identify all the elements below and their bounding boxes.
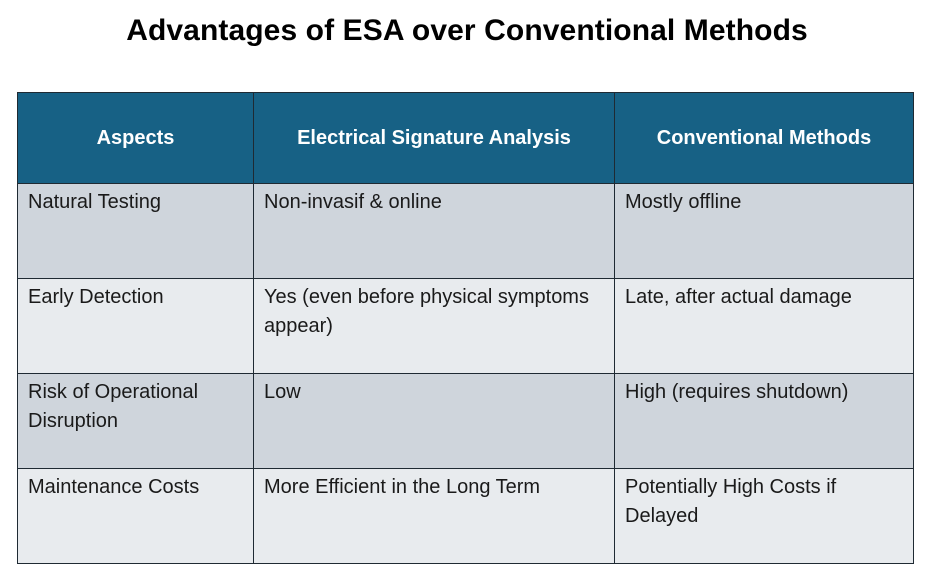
conventional-cell: Potentially High Costs if Delayed [614,468,914,564]
table-row: Risk of Operational Disruption Low High … [17,373,914,469]
table-row: Maintenance Costs More Efficient in the … [17,468,914,564]
header-conventional: Conventional Methods [614,92,914,184]
conventional-cell: High (requires shutdown) [614,373,914,469]
esa-cell: More Efficient in the Long Term [253,468,615,564]
aspect-cell: Risk of Operational Disruption [17,373,254,469]
esa-cell: Yes (even before physical symptoms appea… [253,278,615,374]
header-esa: Electrical Signature Analysis [253,92,615,184]
aspect-cell: Natural Testing [17,183,254,279]
comparison-table: Aspects Electrical Signature Analysis Co… [17,92,914,564]
header-aspects: Aspects [17,92,254,184]
esa-cell: Low [253,373,615,469]
conventional-cell: Mostly offline [614,183,914,279]
aspect-cell: Early Detection [17,278,254,374]
conventional-cell: Late, after actual damage [614,278,914,374]
table-row: Early Detection Yes (even before physica… [17,278,914,374]
aspect-cell: Maintenance Costs [17,468,254,564]
esa-cell: Non-invasif & online [253,183,615,279]
table-header-row: Aspects Electrical Signature Analysis Co… [17,92,914,184]
page-title: Advantages of ESA over Conventional Meth… [126,14,808,47]
table-row: Natural Testing Non-invasif & online Mos… [17,183,914,279]
